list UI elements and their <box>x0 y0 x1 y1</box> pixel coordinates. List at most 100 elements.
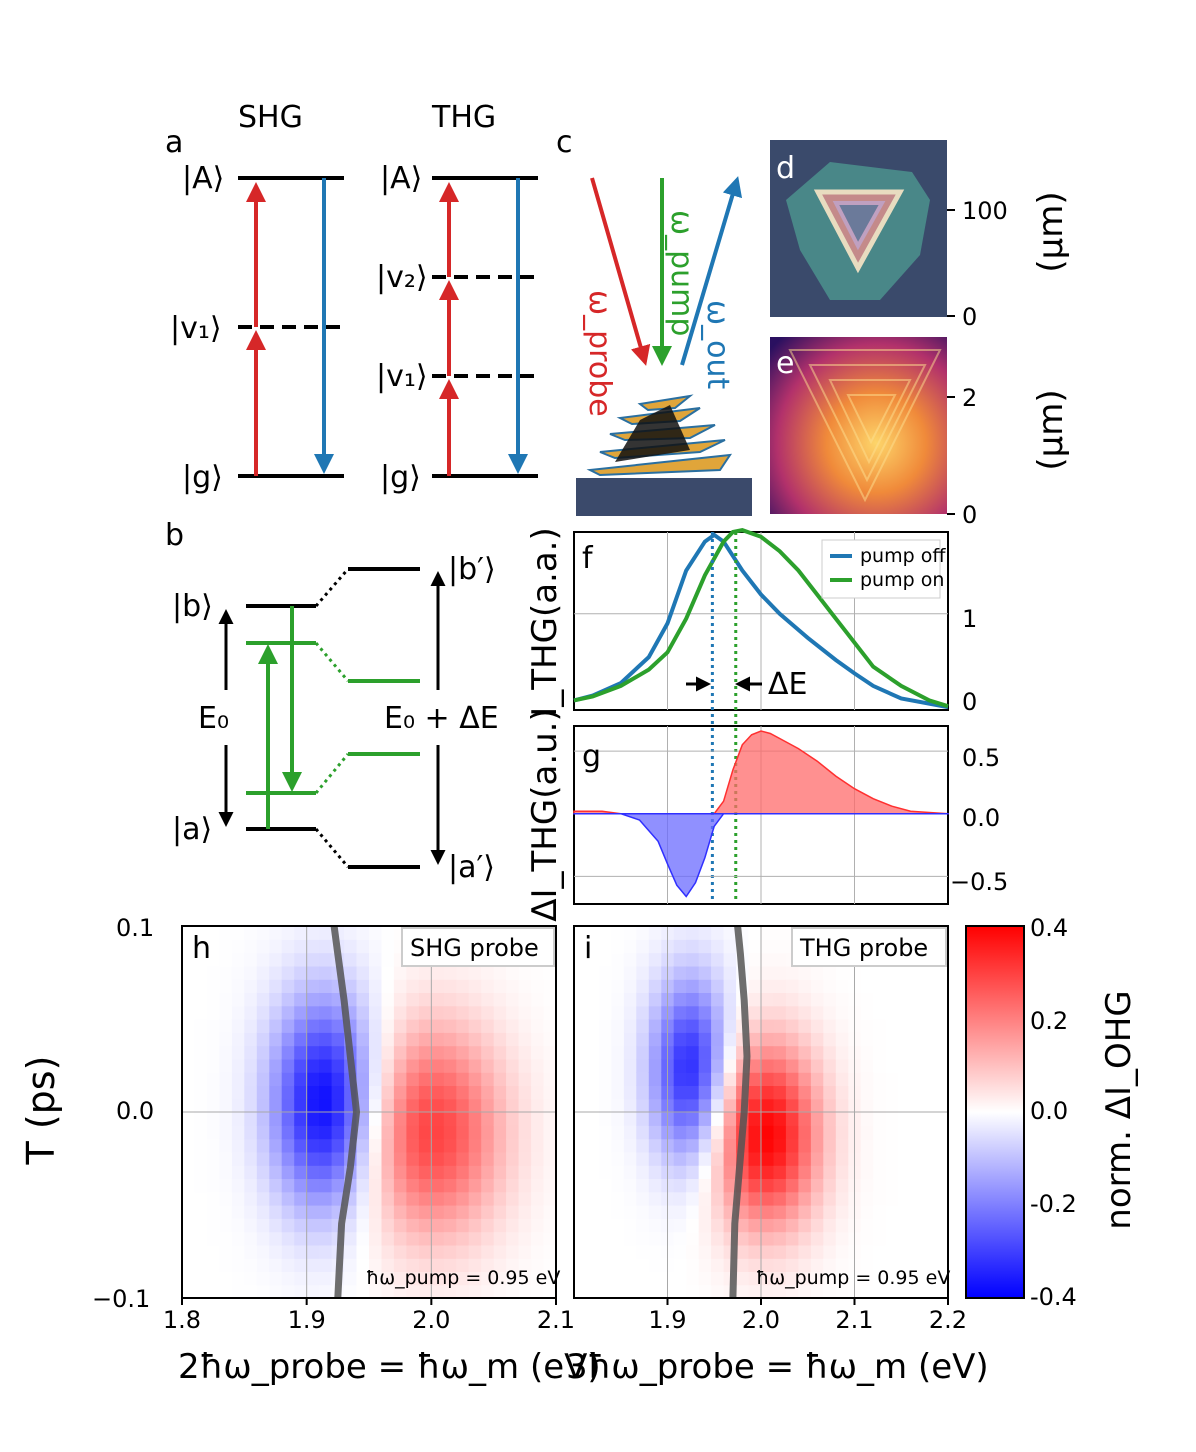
heat-cell <box>456 1271 470 1286</box>
heat-cell <box>306 1205 320 1219</box>
heat-cell <box>885 1112 899 1126</box>
heat-cell <box>823 992 837 1007</box>
heat-cell <box>256 979 270 993</box>
heat-cell <box>810 1231 824 1246</box>
heat-cell <box>369 1019 383 1033</box>
heat-cell <box>369 926 383 940</box>
heat-cell <box>406 1085 420 1100</box>
heat-cell <box>194 1244 208 1259</box>
heat-cell <box>910 965 924 980</box>
heat-cell <box>231 1165 245 1179</box>
heat-cell <box>574 979 588 993</box>
heat-cell <box>543 1005 557 1020</box>
heat-cell <box>885 1019 899 1033</box>
heat-cell <box>910 1178 924 1193</box>
heat-cell <box>686 939 700 954</box>
heat-cell <box>611 1165 625 1179</box>
heat-cell <box>611 939 625 954</box>
heat-cell <box>506 1191 520 1206</box>
heat-cell <box>219 979 233 993</box>
heat-cell <box>269 1205 283 1219</box>
heat-cell <box>456 1178 470 1193</box>
heat-cell <box>860 1032 874 1047</box>
heat-cell <box>319 939 333 954</box>
g-y-tick-0.0: 0.0 <box>962 804 1000 832</box>
heat-cell <box>860 1098 874 1113</box>
cbar-tick-minus0.2: -0.2 <box>1030 1190 1077 1218</box>
heat-cell <box>182 1085 196 1100</box>
heat-cell <box>381 1205 395 1219</box>
heat-cell <box>761 1231 775 1246</box>
heat-cell <box>256 1019 270 1033</box>
heat-cell <box>611 1138 625 1153</box>
heat-cell <box>531 1045 545 1060</box>
heat-cell <box>748 992 762 1007</box>
heat-cell <box>835 1045 849 1060</box>
heat-cell <box>773 1125 787 1140</box>
heat-cell <box>543 1072 557 1086</box>
heat-cell <box>493 1178 507 1193</box>
heat-cell <box>244 1019 258 1033</box>
f-legend <box>821 539 941 599</box>
heat-cell <box>219 1284 233 1299</box>
heat-cell <box>481 1112 495 1126</box>
heat-cell <box>711 1165 725 1179</box>
heat-cell <box>456 1032 470 1047</box>
heat-cell <box>648 952 662 967</box>
heat-cell <box>810 1045 824 1060</box>
heat-cell <box>648 992 662 1007</box>
heat-cell <box>761 1178 775 1193</box>
legend-label-pump-off: pump off <box>860 545 946 567</box>
heat-cell <box>785 992 799 1007</box>
heat-cell <box>543 1151 557 1166</box>
heat-cell <box>810 1151 824 1166</box>
heat-cell <box>418 1058 432 1073</box>
heat-cell <box>686 1205 700 1219</box>
heat-cell <box>319 1218 333 1233</box>
heat-cell <box>636 1258 650 1272</box>
heat-cell <box>860 1112 874 1126</box>
heat-cell <box>885 1125 899 1140</box>
heat-cell <box>256 1045 270 1060</box>
heat-cell <box>518 1258 532 1272</box>
heat-cell <box>518 965 532 980</box>
heat-cell <box>648 1271 662 1286</box>
heat-cell <box>231 1112 245 1126</box>
heat-cell <box>481 992 495 1007</box>
heat-cell <box>356 1032 370 1047</box>
heat-cell <box>406 1058 420 1073</box>
heat-cell <box>381 1244 395 1259</box>
heat-cell <box>456 1058 470 1073</box>
heat-cell <box>574 1005 588 1020</box>
heat-cell <box>481 1045 495 1060</box>
heat-cell <box>648 1125 662 1140</box>
heat-cell <box>711 1231 725 1246</box>
heat-cell <box>873 1205 887 1219</box>
heat-cell <box>761 1271 775 1286</box>
heat-cell <box>898 1138 912 1153</box>
heat-cell <box>331 1032 345 1047</box>
heat-cell <box>598 1098 612 1113</box>
heat-cell <box>319 1178 333 1193</box>
heat-cell <box>773 1098 787 1113</box>
heat-cell <box>923 1205 937 1219</box>
heat-cell <box>935 1165 949 1179</box>
heat-cell <box>698 1005 712 1020</box>
heat-cell <box>898 992 912 1007</box>
heat-cell <box>231 1072 245 1086</box>
heat-cell <box>785 1138 799 1153</box>
heat-cell <box>785 1271 799 1286</box>
heat-cell <box>493 965 507 980</box>
heat-cell <box>598 1218 612 1233</box>
heat-cell <box>885 1165 899 1179</box>
heat-cell <box>256 1205 270 1219</box>
heat-cell <box>623 1112 637 1126</box>
heat-cell <box>269 1032 283 1047</box>
heat-cell <box>698 1258 712 1272</box>
heat-cell <box>468 1258 482 1272</box>
heat-cell <box>611 1032 625 1047</box>
heat-cell <box>923 1072 937 1086</box>
heat-cell <box>194 1271 208 1286</box>
heat-cell <box>294 1019 308 1033</box>
heat-cell <box>231 1231 245 1246</box>
